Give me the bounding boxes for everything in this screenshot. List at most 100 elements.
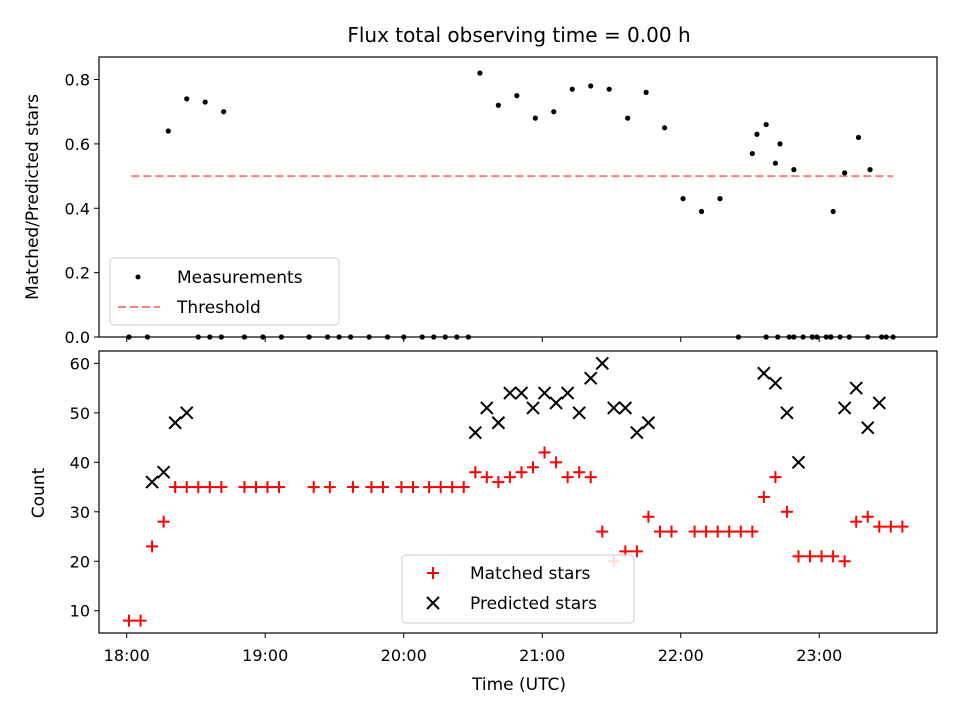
matched-star-point (307, 481, 320, 494)
top-y-ticks: 0.0 0.2 0.4 0.6 0.8 (65, 71, 99, 347)
matched-star-point (446, 481, 459, 494)
predicted-star-point (156, 465, 171, 479)
matched-star-point (395, 481, 408, 494)
measurement-point (791, 167, 797, 173)
bottom-x-ticks: 18:00 19:00 20:00 21:00 22:00 23:00 (104, 633, 842, 665)
matched-star-point (630, 545, 643, 558)
predicted-star-point (872, 396, 886, 410)
measurement-point (763, 121, 769, 128)
measurement-point (680, 196, 686, 202)
bottom-y-axis-label: Count (29, 467, 49, 518)
legend-measurements-label: Measurements (177, 268, 303, 288)
matched-star-point (249, 481, 262, 494)
bottom-panel: 10 20 30 40 50 60 18:00 19:00 20:00 21:00 22:00 23… (29, 350, 938, 695)
bottom-legend: Matched stars Predicted stars (401, 554, 635, 624)
measurement-point (749, 150, 755, 157)
predicted-star-point (837, 401, 852, 415)
top-legend-box (109, 257, 340, 326)
matched-star-point (827, 550, 840, 563)
measurement-point (588, 83, 594, 89)
measurement-point (777, 141, 783, 147)
matched-star-point (688, 525, 701, 538)
measurement-point (551, 109, 557, 115)
matched-star-point (261, 481, 274, 494)
predicted-star-point (849, 381, 863, 395)
predicted-star-point (503, 386, 517, 400)
matched-star-point (169, 481, 182, 494)
legend-matched-marker (427, 567, 439, 579)
measurement-point (625, 115, 631, 121)
measurement-point (184, 96, 190, 102)
predicted-star-point (468, 425, 482, 440)
matched-star-point (550, 456, 563, 469)
matched-star-point (192, 481, 205, 494)
predicted-star-point (641, 416, 656, 430)
predicted-star-point (618, 401, 633, 415)
measurement-point (221, 109, 227, 115)
predicted-star-point (560, 386, 575, 400)
matched-star-point (215, 481, 228, 494)
matched-star-point (273, 481, 286, 494)
predicted-star-point (549, 396, 563, 410)
matched-star-point (134, 614, 147, 627)
top-y-tick-label: 0.2 (65, 264, 90, 283)
legend-measurements-marker (135, 274, 141, 280)
matched-star-point (815, 550, 828, 563)
matched-star-point (711, 525, 724, 538)
bottom-y-tick-label: 20 (70, 552, 90, 571)
matched-star-point (146, 540, 159, 553)
matched-star-point (573, 466, 586, 479)
bottom-y-tick-label: 10 (70, 602, 90, 621)
matched-star-point (746, 525, 759, 538)
top-plot-frame (98, 56, 938, 338)
legend-predicted-label: Predicted stars (470, 594, 597, 614)
matched-star-point (457, 481, 470, 494)
matched-star-point (861, 510, 874, 523)
matched-star-point (850, 515, 863, 528)
matched-star-point (884, 520, 897, 533)
matched-star-point (434, 481, 447, 494)
bottom-y-ticks: 10 20 30 40 50 60 (70, 354, 99, 621)
predicted-star-point (595, 356, 609, 371)
measurement-point (698, 208, 705, 215)
predicted-star-point (145, 475, 159, 489)
matched-star-point (700, 525, 713, 538)
predicted-star-point (584, 371, 598, 385)
matched-star-point (596, 525, 609, 538)
measurement-point (643, 89, 649, 96)
matched-star-point (665, 525, 678, 538)
predicted-star-point (861, 420, 875, 435)
matched-star-point (469, 466, 482, 479)
measurement-point (772, 160, 779, 166)
predicted-star-point (768, 376, 783, 390)
top-series-marks (126, 70, 896, 340)
matched-star-point (561, 471, 574, 484)
measurement-point (495, 102, 501, 108)
predicted-star-point (607, 401, 621, 415)
matched-star-point (376, 481, 389, 494)
measurement-point (754, 131, 760, 137)
matched-star-point (527, 461, 540, 474)
matched-star-point (480, 471, 493, 484)
matched-star-point (896, 520, 909, 533)
bottom-y-tick-label: 40 (70, 453, 90, 472)
matched-star-point (406, 481, 419, 494)
bottom-x-tick-label: 20:00 (381, 646, 427, 665)
matched-star-point (804, 550, 817, 563)
measurement-point (867, 167, 873, 173)
predicted-star-point (780, 406, 794, 420)
matched-star-point (123, 614, 136, 627)
measurement-point (202, 99, 208, 105)
top-y-tick-label: 0.6 (65, 135, 90, 154)
matched-star-point (203, 481, 216, 494)
predicted-star-point (168, 416, 182, 430)
measurement-point (855, 134, 862, 141)
matched-star-point (642, 510, 655, 523)
matched-star-point (769, 471, 782, 484)
matched-star-point (323, 481, 336, 494)
bottom-y-tick-label: 60 (70, 354, 90, 373)
matched-star-point (423, 481, 436, 494)
top-panel: 0.00.20.40.60.8 Matched/Predicted stars … (23, 56, 938, 347)
bottom-series-marks (123, 356, 909, 627)
predicted-star-point (526, 401, 540, 415)
